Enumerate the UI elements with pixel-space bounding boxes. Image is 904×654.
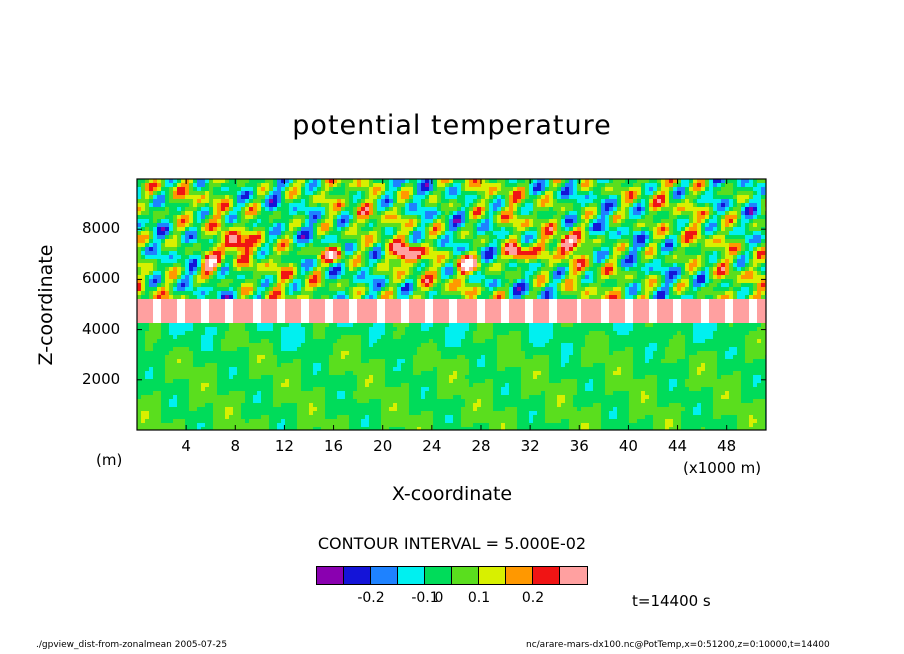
y-tick-label: 6000 bbox=[82, 269, 121, 288]
colorbar-swatch bbox=[398, 567, 425, 584]
colorbar-label: -0.1 bbox=[411, 590, 439, 606]
colorbar-swatch bbox=[317, 567, 344, 584]
x-tick-label: 12 bbox=[274, 437, 294, 455]
colorbar-swatch bbox=[533, 567, 560, 584]
chart-title: potential temperature bbox=[292, 110, 612, 141]
footer-script-info: ./gpview_dist-from-zonalmean 2005-07-25 bbox=[36, 640, 228, 650]
x-tick-label: 24 bbox=[422, 437, 442, 455]
colorbar-label: 0.2 bbox=[521, 590, 545, 606]
colorbar-label: 0.1 bbox=[467, 590, 491, 606]
x-axis-label: X-coordinate bbox=[391, 483, 513, 505]
colorbar-swatch bbox=[479, 567, 506, 584]
axis-ticks bbox=[137, 179, 766, 430]
x-tick-label: 16 bbox=[324, 437, 344, 455]
y-tick-label: 2000 bbox=[82, 369, 121, 388]
y-tick-label: 4000 bbox=[82, 319, 121, 338]
time-label: t=14400 s bbox=[632, 592, 711, 610]
x-tick-label: 44 bbox=[668, 437, 688, 455]
contour-interval-label: CONTOUR INTERVAL = 5.000E-02 bbox=[317, 534, 587, 553]
y-axis-label: Z-coordinate bbox=[35, 244, 57, 366]
x-tick-label: 8 bbox=[230, 437, 241, 455]
x-tick-label: 4 bbox=[181, 437, 191, 455]
x-tick-label: 28 bbox=[471, 437, 491, 455]
colorbar bbox=[316, 566, 588, 585]
colorbar-label: 0 bbox=[434, 590, 444, 606]
x-unit-label: (x1000 m) bbox=[683, 459, 762, 477]
footer-data-source: nc/arare-mars-dx100.nc@PotTemp,x=0:51200… bbox=[526, 640, 830, 650]
colorbar-swatch bbox=[560, 567, 587, 584]
x-tick-label: 48 bbox=[717, 437, 737, 455]
colorbar-label: -0.2 bbox=[357, 590, 385, 606]
x-tick-label: 32 bbox=[520, 437, 540, 455]
y-tick-label: 8000 bbox=[82, 219, 121, 238]
colorbar-swatch bbox=[371, 567, 398, 584]
colorbar-swatch bbox=[506, 567, 533, 584]
x-tick-label: 40 bbox=[618, 437, 638, 455]
x-tick-label: 20 bbox=[373, 437, 393, 455]
x-tick-label: 36 bbox=[569, 437, 589, 455]
colorbar-swatch bbox=[425, 567, 452, 584]
plot-frame bbox=[136, 178, 767, 431]
colorbar-swatch bbox=[452, 567, 479, 584]
y-unit-label: (m) bbox=[96, 451, 123, 469]
heatmap-field bbox=[137, 179, 766, 430]
colorbar-swatch bbox=[344, 567, 371, 584]
